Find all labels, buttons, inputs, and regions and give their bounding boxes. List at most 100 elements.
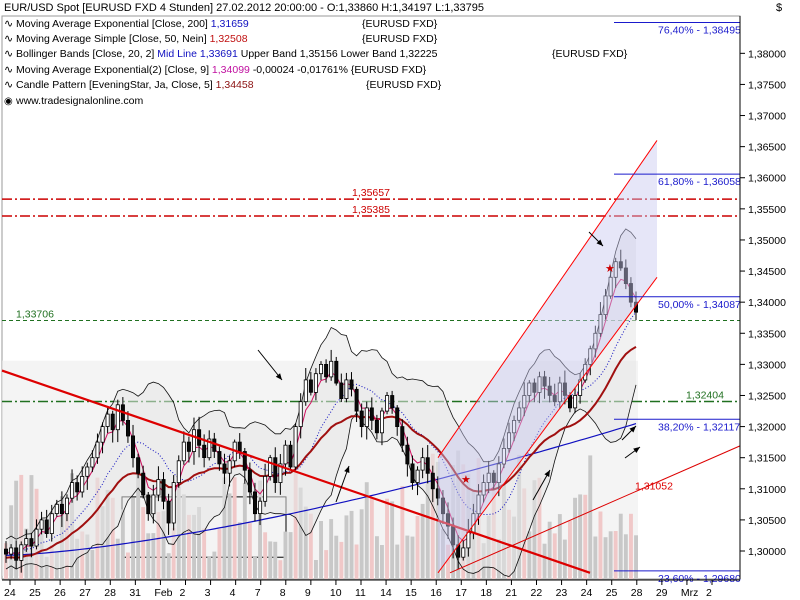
volume-bar — [329, 519, 334, 579]
candle-body — [75, 482, 80, 493]
uptrend-line — [449, 445, 741, 574]
candle-body — [623, 267, 628, 285]
arrow-head — [596, 239, 603, 246]
volume-bar — [634, 535, 638, 579]
x-tick-label: 27 — [79, 587, 91, 599]
trendline-value-label: 1,31052 — [635, 481, 673, 493]
ema9-line — [5, 278, 637, 556]
volume-bar — [588, 455, 593, 579]
legend-row[interactable]: ∿ Candle Pattern [EveningStar, Ja, Close… — [4, 79, 442, 91]
channel-upper — [437, 140, 658, 458]
y-tick-label: 1,33500 — [748, 328, 786, 340]
volume-bar — [568, 520, 572, 579]
candle-body — [532, 382, 537, 393]
volume-bar — [19, 474, 24, 579]
volume-bar — [181, 494, 186, 579]
candle-body — [552, 395, 557, 403]
candle-body — [496, 463, 501, 483]
website-link[interactable]: www.tradesignalonline.com — [15, 95, 143, 107]
volume-bar — [263, 532, 268, 579]
candle-body — [49, 513, 54, 535]
volume-bar — [141, 507, 146, 579]
volume-bar — [364, 482, 369, 579]
volume-bar — [324, 550, 329, 579]
legend-extra: Upper Band 1,35156 Lower Band 1,32225 — [241, 48, 438, 60]
bollinger-mid — [5, 311, 637, 555]
y-tick-label: 1,30000 — [748, 546, 786, 558]
legend-row[interactable]: ∿ Moving Average Exponential(2) [Close, … — [4, 64, 427, 76]
y-tick-label: 1,35500 — [748, 204, 786, 216]
bollinger-lower — [5, 384, 637, 578]
legend-wave-icon: ∿ — [4, 79, 13, 91]
legend-wave-icon: ∿ — [4, 33, 13, 45]
y-axis: 1,30000 1,30500 1,31000 1,31500 1,32000 1,325… — [739, 16, 786, 579]
candle-body — [207, 438, 212, 459]
candle-body — [100, 426, 105, 443]
y-tick-label: 1,34000 — [748, 297, 786, 309]
volume-bar — [369, 498, 374, 579]
volume-bar — [390, 501, 395, 579]
legend-tag: {EURUSD FXD} — [366, 79, 442, 91]
candle-body — [156, 479, 161, 496]
legend-wave-icon: ∿ — [4, 64, 13, 76]
legend-row[interactable]: ∿ Bollinger Bands [Close, 20, 2] Mid Lin… — [4, 48, 628, 60]
legend-row[interactable]: ∿ Moving Average Exponential [Close, 200… — [4, 18, 438, 30]
candle-body — [562, 382, 567, 396]
fib-label: 76,40% - 1,38495 — [658, 25, 741, 37]
moving-averages — [5, 278, 637, 559]
legend-value: 1,32508 — [210, 33, 248, 45]
volume-bar — [171, 527, 176, 579]
candle-body — [273, 457, 278, 484]
volume-bar — [298, 487, 303, 579]
volume-bar — [618, 513, 623, 579]
x-tick-label: Mrz — [681, 587, 699, 599]
candle-body — [410, 463, 415, 483]
chart-title: EUR/USD Spot [EURUSD FXD 4 Stunden] 27.0… — [4, 2, 484, 14]
volume-bar — [136, 473, 141, 579]
volume-bar — [110, 497, 115, 579]
candle-body — [628, 283, 633, 303]
candle-body — [166, 500, 171, 524]
volume-bar — [319, 521, 323, 579]
candle-body — [278, 463, 283, 483]
candle-body — [227, 460, 232, 474]
volume-bar — [562, 539, 567, 579]
volume-bar — [14, 480, 19, 579]
y-tick-label: 1,37500 — [748, 79, 786, 91]
candle-body — [34, 528, 39, 547]
candle-body — [54, 503, 59, 514]
candle-body — [283, 444, 288, 465]
x-tick-label: 7 — [255, 587, 261, 599]
candle-body — [568, 395, 573, 409]
x-tick-label: 16 — [430, 587, 442, 599]
x-tick-label: 14 — [380, 587, 392, 599]
level-label: 1,35385 — [352, 204, 390, 216]
candle-body — [308, 379, 313, 393]
volume-bar — [410, 536, 415, 579]
candle-body — [329, 360, 334, 378]
volume-bar — [532, 480, 537, 579]
website-row[interactable]: ◉ www.tradesignalonline.com — [4, 95, 143, 107]
y-tick-label: 1,30500 — [748, 515, 786, 527]
channel-fill — [438, 140, 657, 573]
y-tick-label: 1,32500 — [748, 390, 786, 402]
candle-body — [237, 441, 242, 452]
candle-body — [618, 261, 623, 269]
arrow-head — [629, 426, 636, 433]
y-tick-label: 1,36500 — [748, 142, 786, 154]
volume-bar — [583, 494, 588, 579]
candle-body — [400, 426, 405, 446]
legend-label: Moving Average Simple [Close, 50, Nein] — [16, 33, 207, 45]
volume-bar — [212, 551, 217, 579]
legend-row[interactable]: ∿ Moving Average Simple [Close, 50, Nein… — [4, 33, 438, 45]
candle-body — [608, 276, 613, 297]
volume-bar — [537, 477, 542, 579]
x-tick-label: 4 — [230, 587, 236, 599]
volume-bar — [126, 552, 130, 579]
candle-body — [374, 419, 379, 434]
candle-body — [252, 491, 257, 515]
candle-body — [70, 482, 75, 499]
y-tick-label: 1,38000 — [748, 48, 786, 60]
volume-bar — [237, 522, 242, 579]
